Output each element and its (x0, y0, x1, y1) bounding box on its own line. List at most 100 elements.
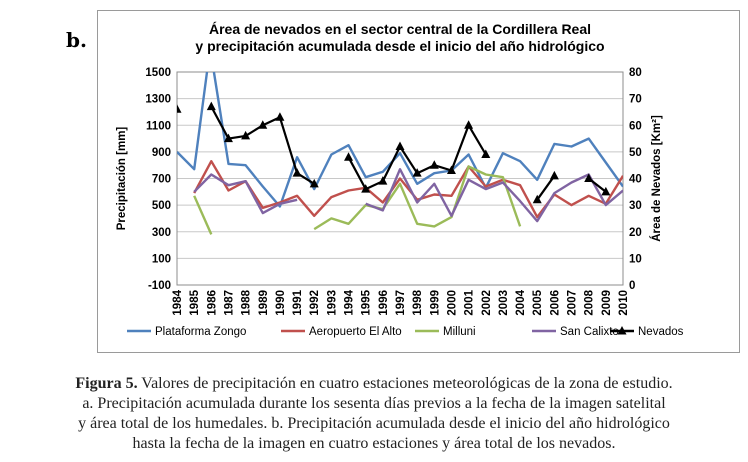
y-tick-1500: 1500 (145, 67, 171, 79)
axis-labels: Precipitación [mm] Área de Nevados [Km²] (116, 115, 663, 242)
point-nevados-1997 (395, 141, 405, 151)
point-nevados-1989 (258, 120, 268, 129)
legend-marker-nevados (617, 326, 627, 335)
x-tick-1991: 1991 (292, 289, 304, 315)
x-tick-2007: 2007 (567, 290, 579, 316)
x-tick-1999: 1999 (429, 290, 441, 316)
caption-line-1: Figura 5. Valores de precipitación en cu… (0, 374, 748, 394)
series-line-milluni-seg-1 (313, 165, 522, 231)
point-nevados-1990 (275, 112, 285, 121)
y2-axis-label: Área de Nevados [Km²] (650, 115, 663, 242)
point-nevados-2009 (601, 186, 611, 196)
point-nevados-1991 (292, 168, 302, 177)
y2-tick-80: 80 (629, 67, 642, 79)
point-nevados-2006 (549, 170, 559, 180)
legend: Plataforma Zongo Aeropuerto El Alto Millun… (127, 326, 684, 338)
y2-tick-70: 70 (629, 94, 642, 106)
y2-tick-50: 50 (629, 147, 642, 159)
series-san-calixto (193, 167, 623, 223)
x-tick-2004: 2004 (515, 289, 527, 315)
y-tick-1300: 1300 (145, 94, 171, 106)
y-axis-label: Precipitación [mm] (116, 127, 128, 231)
plot-area (176, 71, 624, 286)
x-tick-1985: 1985 (189, 289, 201, 315)
x-tick-1993: 1993 (326, 290, 338, 316)
y-tick-700: 700 (152, 174, 171, 186)
x-tick-2009: 2009 (601, 290, 613, 316)
caption-line-3: y área total de los humedales. b. Precip… (78, 415, 670, 432)
point-nevados-2000 (446, 165, 456, 175)
chart-svg: Área de nevados en el sector central de … (116, 21, 684, 338)
series-line-san-calixto-seg-1 (365, 167, 623, 223)
series-line-san-calixto-seg-0 (193, 173, 298, 215)
y2-tick-60: 60 (629, 120, 642, 132)
point-nevados-1999 (429, 160, 439, 169)
x-tick-labels: 1984 1985 1986 1987 1988 1989 1990 1991 1992 1993… (172, 289, 630, 315)
x-tick-2001: 2001 (464, 289, 476, 315)
x-tick-1987: 1987 (223, 290, 235, 316)
x-tick-1986: 1986 (206, 290, 218, 316)
point-nevados-2008 (584, 173, 594, 182)
series-plataforma-zongo (177, 71, 623, 208)
x-tick-1996: 1996 (378, 290, 390, 316)
series-milluni (193, 165, 522, 235)
x-tick-2000: 2000 (446, 290, 458, 316)
y-tick-900: 900 (152, 147, 171, 159)
x-tick-1984: 1984 (172, 289, 184, 315)
chart-title-line-1: Área de nevados en el sector central de … (209, 21, 591, 37)
caption-figure-label: Figura 5. (75, 375, 138, 392)
chart-title-line-2: y precipitación acumulada desde el inici… (195, 38, 604, 54)
x-tick-2003: 2003 (498, 290, 510, 316)
series-line-plataforma-zongo-seg-1 (212, 71, 623, 208)
y-tick--100: -100 (148, 280, 171, 292)
point-nevados-1987 (223, 133, 233, 143)
figure-caption: Figura 5. Valores de precipitación en cu… (0, 374, 748, 454)
legend-label-milluni: Milluni (443, 326, 476, 338)
x-tick-1988: 1988 (241, 289, 253, 315)
y2-tick-30: 30 (629, 200, 642, 212)
caption-line-2: a. Precipitación acumulada durante los s… (82, 395, 666, 412)
point-nevados-1992 (309, 178, 319, 188)
point-nevados-1984 (177, 104, 182, 113)
series-nevados (177, 101, 611, 204)
y2-tick-10: 10 (629, 253, 642, 265)
x-tick-1995: 1995 (361, 289, 373, 315)
x-tick-2008: 2008 (584, 289, 596, 315)
y-tick-500: 500 (152, 200, 171, 212)
x-tick-2010: 2010 (618, 290, 630, 316)
point-nevados-1986 (206, 101, 216, 111)
x-tick-2002: 2002 (481, 290, 493, 316)
chart-title-group: Área de nevados en el sector central de … (195, 21, 604, 54)
point-nevados-1996 (378, 176, 388, 185)
x-tick-1998: 1998 (412, 289, 424, 315)
y-tick-300: 300 (152, 227, 171, 239)
series-line-plataforma-zongo-seg-0 (177, 71, 209, 171)
y-tick-100: 100 (152, 253, 171, 265)
x-tick-1990: 1990 (275, 290, 287, 316)
legend-label-san-calixto: San Calixto (560, 326, 619, 338)
point-nevados-1994 (344, 152, 354, 161)
plot-border (176, 71, 624, 286)
y2-tick-20: 20 (629, 227, 642, 239)
point-nevados-1998 (412, 168, 422, 177)
caption-line-4: hasta la fecha de la imagen en cuatro es… (132, 435, 616, 452)
y-tick-labels: -100 100 300 500 700 900 1100 1300 1500 (145, 67, 171, 292)
point-nevados-2001 (464, 120, 474, 129)
point-nevados-2005 (532, 194, 542, 204)
x-tick-1989: 1989 (258, 290, 270, 316)
y2-tick-labels: 0 10 20 30 40 50 60 70 80 (629, 67, 642, 292)
point-nevados-2002 (481, 149, 491, 159)
series-line-milluni-seg-0 (193, 195, 213, 235)
x-tick-2006: 2006 (549, 290, 561, 316)
point-nevados-1988 (241, 130, 251, 140)
x-tick-2005: 2005 (532, 289, 544, 315)
y2-tick-40: 40 (629, 174, 642, 186)
caption-text-1: Valores de precipitación en cuatro estac… (141, 375, 673, 392)
legend-label-nevados: Nevados (638, 326, 684, 338)
point-nevados-1995 (361, 184, 371, 193)
x-tick-1994: 1994 (344, 289, 356, 315)
panel-label: b. (66, 28, 87, 52)
x-tick-1992: 1992 (309, 290, 321, 316)
y-tick-1100: 1100 (146, 120, 171, 132)
chart-frame: Área de nevados en el sector central de … (97, 10, 740, 353)
